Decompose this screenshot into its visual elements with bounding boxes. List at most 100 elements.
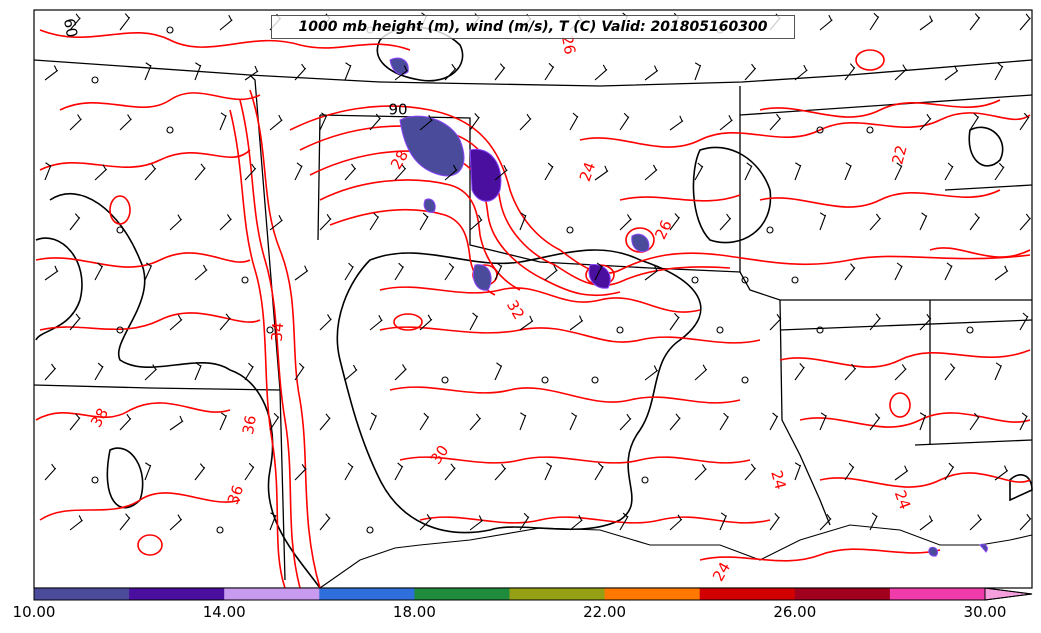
wind-barb — [269, 114, 283, 131]
wind-barb — [94, 262, 104, 281]
wind-barb — [469, 413, 482, 431]
wind-barb — [894, 162, 903, 181]
calm-wind-circle — [266, 326, 274, 334]
wind-barb — [994, 465, 1009, 481]
wind-barb — [319, 413, 331, 431]
colorbar-segment — [34, 588, 130, 600]
wind-speed-shading — [389, 57, 988, 557]
wind-barb — [694, 464, 707, 481]
wind-barb — [544, 462, 553, 481]
wind-barb — [1019, 412, 1028, 431]
wind-barb — [344, 262, 354, 281]
wind-barb — [944, 65, 959, 81]
wind-barb — [944, 162, 954, 181]
wind-barb — [769, 113, 782, 131]
wind-barb — [219, 112, 227, 131]
wind-barb — [919, 412, 927, 431]
wind-barb — [669, 115, 684, 131]
wind-barb — [69, 114, 82, 131]
wind-barb — [294, 362, 305, 381]
state-boundaries — [33, 59, 1033, 581]
colorbar-tick-label: 14.00 — [202, 603, 246, 621]
wind-barb — [994, 265, 1009, 281]
wind-barb — [919, 113, 932, 131]
calm-wind-circle — [166, 26, 174, 34]
coastline — [319, 524, 1033, 589]
wind-barb — [744, 63, 757, 81]
wind-barb — [669, 413, 681, 431]
wind-barb — [594, 462, 604, 481]
wind-barb — [219, 214, 232, 231]
wind-barb — [944, 462, 955, 481]
calm-wind-circle — [641, 476, 649, 484]
wind-barb — [319, 112, 328, 131]
wind-barb — [844, 462, 855, 481]
calm-wind-circles — [91, 26, 974, 534]
wind-barb — [369, 113, 381, 131]
colorbar-segment — [129, 588, 225, 600]
wind-barb — [44, 65, 59, 81]
wind-barb — [369, 412, 377, 431]
wind-barb — [294, 463, 307, 481]
wind-barb — [819, 412, 827, 431]
wind-barb — [469, 515, 484, 531]
wind-barb — [794, 462, 802, 481]
wind-barb — [219, 313, 231, 331]
temperature-contour-label: 24 — [576, 160, 599, 184]
wind-barb — [369, 314, 383, 331]
calm-wind-circle — [616, 326, 624, 334]
calm-wind-circle — [91, 476, 99, 484]
wind-barb — [519, 315, 534, 331]
wind-barb — [219, 412, 228, 431]
wind-barb — [69, 515, 83, 531]
wind-barb — [844, 363, 857, 381]
wind-barb — [719, 512, 727, 531]
wind-barb — [119, 114, 132, 131]
wind-barb — [294, 63, 307, 81]
colorbar — [33, 587, 1033, 601]
wind-barb — [569, 514, 583, 531]
wind-barb — [994, 362, 1002, 381]
wind-barb — [869, 313, 881, 331]
wind-barb — [1019, 112, 1030, 131]
wind-barb — [669, 213, 680, 231]
wind-barb — [619, 214, 632, 231]
calm-wind-circle — [166, 126, 174, 134]
wind-barb — [169, 214, 183, 231]
wind-barb — [144, 262, 153, 281]
calm-wind-circle — [741, 376, 749, 384]
wind-barb — [919, 212, 928, 231]
wind-barb — [719, 412, 729, 431]
wind-barb — [144, 462, 152, 481]
wind-barb — [519, 113, 532, 131]
calm-wind-circle — [566, 226, 574, 234]
wind-barb — [644, 164, 658, 181]
temperature-contour-label: 34 — [268, 322, 288, 343]
calm-wind-circle — [741, 276, 749, 284]
wind-barb — [769, 513, 780, 531]
colorbar-tick-label: 10.00 — [12, 603, 56, 621]
wind-barb — [244, 65, 259, 81]
calm-wind-circle — [591, 376, 599, 384]
wind-barb — [1019, 13, 1031, 31]
wind-barbs — [44, 12, 1032, 531]
wind-barb — [394, 65, 409, 81]
wind-barb — [194, 163, 206, 181]
wind-barb — [594, 262, 603, 281]
wind-barb — [44, 162, 52, 181]
wind-barb — [269, 215, 283, 231]
wind-barb — [969, 112, 980, 131]
wind-barb — [644, 365, 659, 381]
wind-barb — [444, 262, 455, 281]
wind-barb — [544, 62, 555, 81]
wind-barb — [319, 513, 331, 531]
colorbar-segment — [794, 588, 891, 600]
wind-barb — [794, 363, 805, 381]
wind-barb — [194, 463, 206, 481]
wind-barb — [194, 62, 202, 81]
calm-wind-circle — [116, 326, 124, 334]
wind-barb — [194, 264, 208, 281]
height-contour-labels: 90 60 — [60, 17, 408, 119]
wind-barb — [194, 362, 202, 381]
